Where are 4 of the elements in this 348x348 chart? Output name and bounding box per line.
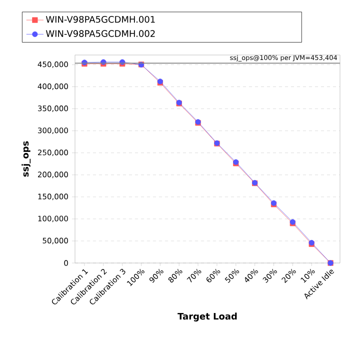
legend-label: WIN-V98PA5GCDMH.001 xyxy=(46,16,155,23)
y-axis-title: ssj_ops xyxy=(22,141,31,177)
x-axis-title: Target Load xyxy=(178,312,237,322)
legend-label: WIN-V98PA5GCDMH.002 xyxy=(46,30,155,37)
